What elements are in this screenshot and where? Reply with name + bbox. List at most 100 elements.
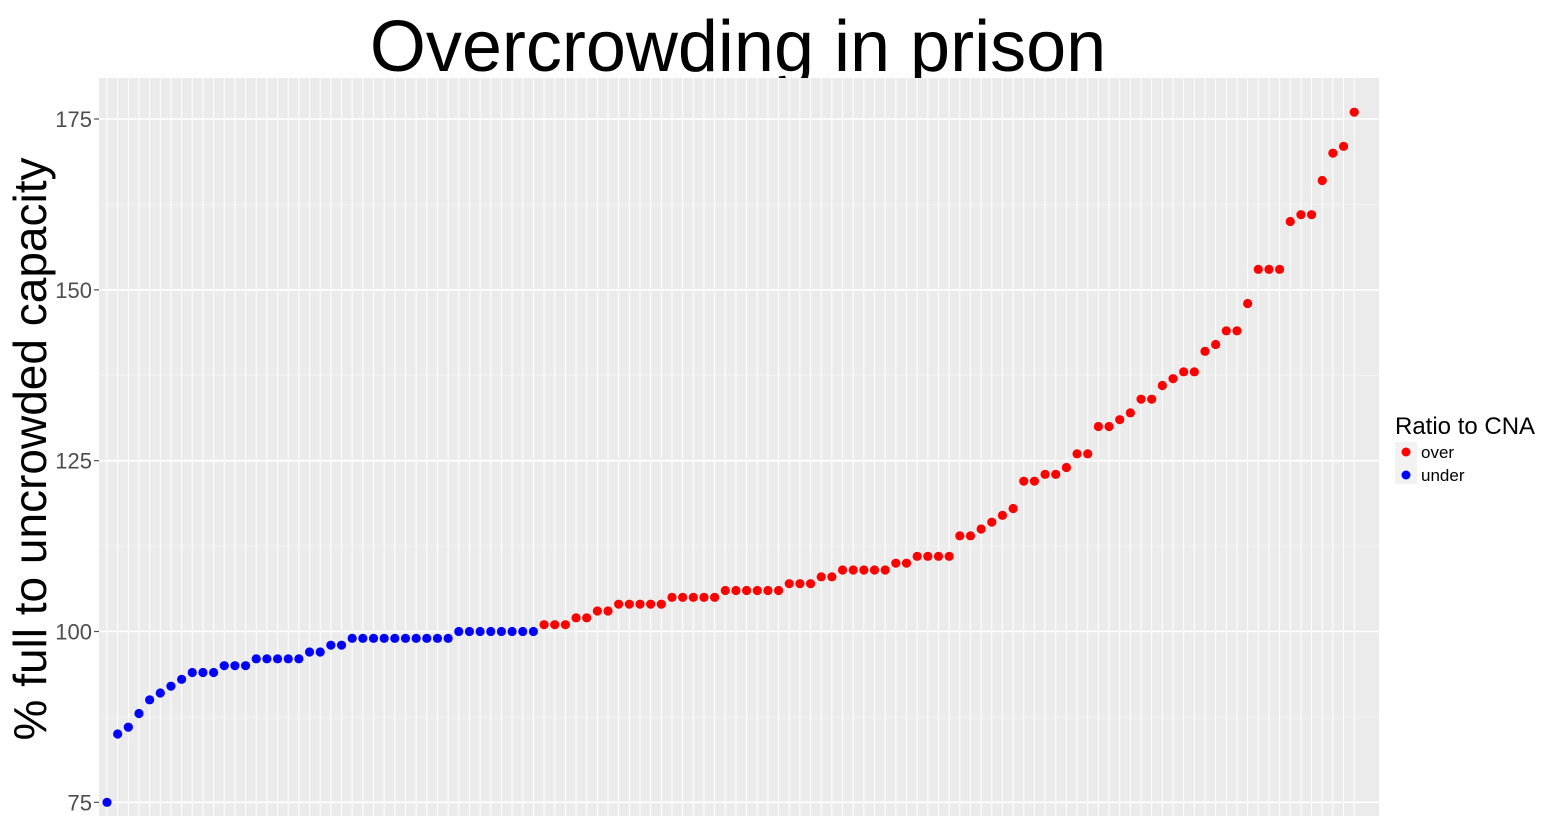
data-point-over bbox=[891, 558, 901, 568]
data-point-under bbox=[102, 797, 112, 807]
legend-key-under bbox=[1401, 470, 1411, 480]
data-point-over bbox=[944, 551, 954, 561]
data-point-over bbox=[603, 606, 613, 616]
legend-key-background bbox=[1395, 442, 1417, 484]
data-point-under bbox=[507, 626, 517, 637]
data-point-over bbox=[923, 551, 933, 561]
data-point-under bbox=[422, 633, 432, 643]
data-point-over bbox=[1168, 374, 1178, 384]
data-point-over bbox=[550, 620, 560, 630]
data-point-over bbox=[699, 592, 709, 602]
data-point-over bbox=[1349, 107, 1359, 117]
data-point-under bbox=[123, 722, 133, 732]
data-point-over bbox=[624, 599, 634, 609]
data-point-over bbox=[1253, 264, 1263, 274]
data-point-over bbox=[1104, 421, 1114, 432]
data-point-over bbox=[731, 585, 741, 596]
data-point-over bbox=[1275, 264, 1285, 274]
data-point-over bbox=[859, 565, 869, 575]
data-point-over bbox=[912, 551, 922, 561]
data-point-under bbox=[475, 626, 485, 637]
data-point-under bbox=[272, 654, 283, 664]
data-point-over bbox=[784, 579, 794, 589]
data-point-under bbox=[251, 654, 261, 664]
data-point-under bbox=[486, 626, 496, 637]
data-point-under bbox=[283, 654, 293, 664]
data-point-over bbox=[678, 592, 688, 602]
data-point-over bbox=[1328, 148, 1338, 158]
data-point-over bbox=[1157, 380, 1167, 391]
data-point-over bbox=[987, 517, 997, 527]
legend: Ratio to CNA over under bbox=[1395, 413, 1535, 485]
data-point-over bbox=[869, 565, 880, 575]
plot-panel bbox=[99, 78, 1379, 816]
data-point-over bbox=[1317, 175, 1327, 186]
y-axis-ticks: 75 100 125 150 175 bbox=[55, 107, 99, 815]
data-point-under bbox=[464, 626, 475, 637]
y-tick-label: 150 bbox=[55, 278, 92, 303]
data-point-over bbox=[1019, 476, 1029, 486]
data-point-under bbox=[315, 647, 325, 657]
data-point-under bbox=[304, 647, 315, 657]
data-point-over bbox=[976, 524, 986, 534]
data-point-over bbox=[795, 579, 805, 589]
data-point-over bbox=[773, 585, 784, 596]
data-points bbox=[102, 107, 1359, 807]
data-point-over bbox=[742, 585, 752, 596]
data-point-under bbox=[400, 633, 411, 643]
data-point-over bbox=[1136, 394, 1146, 404]
data-point-over bbox=[1147, 394, 1157, 404]
y-tick-label: 125 bbox=[55, 449, 92, 474]
data-point-under bbox=[336, 640, 347, 650]
data-point-under bbox=[379, 633, 389, 643]
data-point-under bbox=[443, 633, 453, 643]
data-point-over bbox=[1008, 503, 1018, 514]
data-point-over bbox=[1051, 469, 1061, 479]
y-tick-label: 175 bbox=[55, 107, 92, 132]
data-point-under bbox=[368, 633, 379, 643]
data-point-under bbox=[454, 626, 464, 637]
data-point-over bbox=[688, 592, 698, 602]
data-point-over bbox=[1125, 408, 1135, 418]
data-point-under bbox=[198, 667, 208, 678]
y-axis-label: % full to uncrowded capacity bbox=[4, 158, 56, 741]
grid-lines bbox=[99, 78, 1379, 816]
data-point-under bbox=[166, 681, 176, 691]
data-point-under bbox=[432, 633, 443, 643]
data-point-over bbox=[614, 599, 624, 609]
data-point-over bbox=[1285, 216, 1295, 227]
data-point-under bbox=[347, 633, 357, 643]
data-point-under bbox=[209, 667, 219, 678]
data-point-under bbox=[411, 633, 421, 643]
chart-title: Overcrowding in prison bbox=[370, 7, 1106, 87]
data-point-under bbox=[358, 633, 368, 643]
data-point-over bbox=[667, 592, 677, 602]
data-point-over bbox=[1200, 346, 1210, 356]
data-point-under bbox=[518, 626, 528, 637]
data-point-over bbox=[816, 572, 826, 582]
data-point-over bbox=[1179, 367, 1189, 377]
y-tick-label: 100 bbox=[55, 620, 92, 645]
data-point-over bbox=[1040, 469, 1050, 479]
data-point-over bbox=[997, 510, 1008, 520]
data-point-over bbox=[1083, 449, 1093, 459]
data-point-over bbox=[1093, 421, 1103, 432]
data-point-over bbox=[539, 620, 549, 630]
data-point-over bbox=[1338, 141, 1349, 151]
data-point-under bbox=[134, 708, 144, 719]
data-point-under bbox=[496, 626, 507, 637]
data-point-over bbox=[827, 572, 837, 582]
data-point-under bbox=[326, 640, 336, 650]
data-point-under bbox=[219, 661, 229, 671]
data-point-over bbox=[837, 565, 848, 575]
data-point-under bbox=[240, 661, 251, 671]
data-point-over bbox=[1232, 326, 1242, 336]
data-point-over bbox=[582, 613, 592, 623]
data-point-over bbox=[1306, 210, 1317, 220]
data-point-over bbox=[646, 599, 656, 609]
data-point-over bbox=[752, 585, 762, 596]
data-point-over bbox=[560, 620, 570, 630]
data-point-under bbox=[230, 661, 240, 671]
